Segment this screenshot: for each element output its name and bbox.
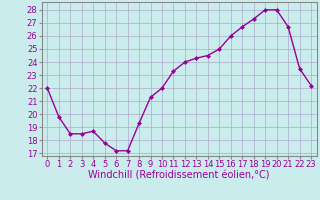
X-axis label: Windchill (Refroidissement éolien,°C): Windchill (Refroidissement éolien,°C) (88, 171, 270, 181)
